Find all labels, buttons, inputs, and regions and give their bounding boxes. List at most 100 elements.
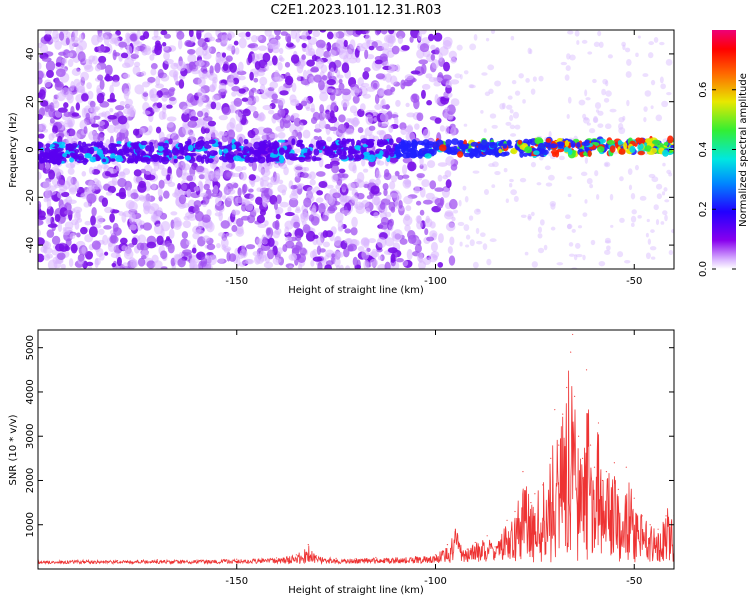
noise-blob: [609, 193, 614, 201]
noise-blob: [69, 39, 75, 51]
signal-blob: [196, 155, 203, 163]
noise-blob: [168, 88, 175, 97]
noise-blob: [574, 242, 581, 249]
signal-blob: [556, 148, 565, 153]
noise-blob: [269, 180, 279, 186]
noise-blob: [418, 256, 424, 264]
noise-blob: [85, 112, 90, 121]
noise-blob: [635, 52, 639, 58]
snr-point: [530, 502, 532, 504]
noise-blob: [117, 115, 128, 125]
noise-blob: [397, 36, 404, 45]
noise-blob: [376, 237, 387, 248]
signal-blob: [587, 150, 592, 157]
noise-blob: [133, 61, 141, 68]
noise-blob: [168, 69, 179, 78]
signal-blob: [326, 146, 335, 152]
signal-blob: [662, 149, 669, 157]
signal-blob: [502, 143, 508, 149]
signal-blob: [637, 150, 646, 156]
noise-blob: [488, 163, 495, 168]
noise-blob: [514, 124, 521, 130]
snr-ytick-label: 2000: [25, 468, 36, 493]
noise-blob: [182, 249, 192, 255]
noise-blob: [351, 194, 359, 204]
noise-blob: [279, 118, 285, 129]
noise-blob: [226, 188, 236, 195]
noise-blob: [598, 260, 606, 267]
noise-blob: [336, 74, 344, 79]
noise-blob: [188, 30, 194, 38]
noise-blob: [449, 236, 455, 246]
noise-blob: [390, 175, 398, 183]
noise-blob: [279, 90, 289, 96]
signal-blob: [524, 146, 533, 154]
noise-blob: [289, 94, 297, 103]
signal-blob: [317, 139, 327, 147]
noise-blob: [628, 184, 633, 191]
noise-blob: [610, 224, 614, 228]
noise-blob: [54, 183, 62, 189]
noise-blob: [104, 206, 113, 214]
noise-blob: [357, 127, 364, 134]
noise-blob: [421, 179, 430, 188]
noise-blob: [318, 203, 326, 215]
noise-blob: [178, 79, 185, 89]
noise-blob: [340, 183, 348, 190]
noise-blob: [38, 171, 42, 181]
noise-blob: [115, 163, 122, 172]
noise-blob: [83, 126, 88, 135]
noise-blob: [241, 97, 249, 102]
noise-blob: [52, 125, 58, 134]
noise-blob: [416, 112, 424, 122]
noise-blob: [150, 63, 158, 70]
noise-blob: [323, 210, 330, 216]
noise-blob: [109, 108, 114, 113]
noise-blob: [221, 34, 229, 45]
noise-blob: [195, 60, 205, 67]
noise-blob: [425, 192, 435, 200]
noise-blob: [598, 41, 604, 48]
noise-blob: [565, 65, 571, 72]
noise-blob: [509, 124, 516, 130]
noise-blob: [256, 238, 263, 245]
noise-blob: [369, 178, 376, 184]
noise-blob: [39, 162, 44, 171]
signal-blob: [353, 153, 360, 158]
noise-blob: [133, 169, 142, 177]
noise-blob: [109, 92, 115, 102]
signal-blob: [74, 148, 80, 154]
noise-blob: [584, 199, 588, 204]
noise-blob: [419, 43, 430, 53]
noise-blob: [54, 40, 62, 50]
snr-point: [522, 471, 524, 473]
noise-blob: [463, 123, 468, 127]
noise-blob: [211, 94, 220, 102]
signal-blob: [379, 150, 384, 156]
signal-blob: [576, 141, 581, 148]
noise-blob: [301, 54, 306, 61]
noise-blob: [469, 43, 477, 51]
noise-blob: [126, 107, 137, 118]
noise-blob: [574, 30, 580, 37]
signal-blob: [95, 155, 101, 162]
snr-point: [116, 559, 119, 562]
noise-blob: [201, 41, 208, 51]
noise-blob: [482, 243, 488, 251]
noise-blob: [101, 197, 108, 208]
signal-blob: [38, 141, 41, 149]
noise-blob: [122, 262, 129, 268]
noise-blob: [55, 62, 62, 67]
noise-blob: [290, 54, 300, 64]
signal-blob: [606, 139, 616, 145]
noise-blob: [299, 59, 307, 67]
noise-blob: [315, 39, 326, 49]
noise-blob: [351, 216, 358, 228]
noise-blob: [403, 195, 413, 205]
noise-blob: [568, 242, 574, 247]
noise-blob: [282, 119, 291, 129]
noise-blob: [293, 117, 301, 127]
signal-blob: [203, 144, 212, 149]
noise-blob: [602, 78, 608, 85]
noise-blob: [390, 206, 396, 213]
